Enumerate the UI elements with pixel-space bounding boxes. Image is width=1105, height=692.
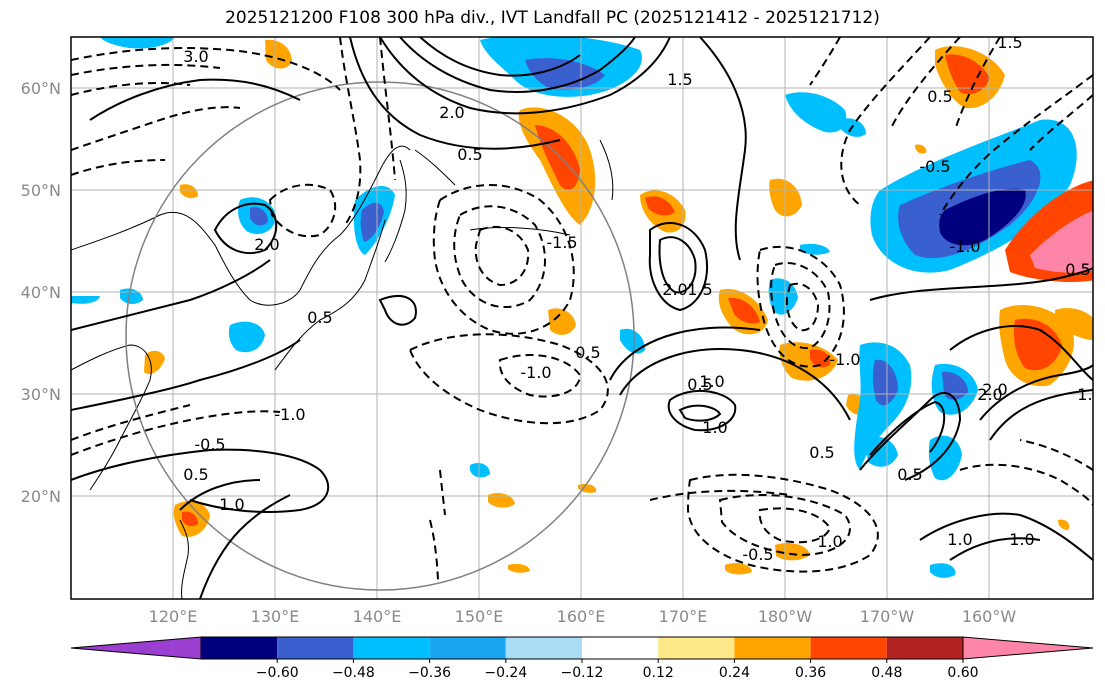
colorbar-swatch — [353, 637, 430, 659]
lon-tick: 130°E — [251, 607, 300, 626]
contour-label: 1.0 — [947, 530, 972, 549]
contour-label: 0.5 — [687, 375, 712, 394]
contour-label: 1.0 — [219, 495, 244, 514]
contour-label: 1.0 — [817, 532, 842, 551]
lon-tick: 170°E — [659, 607, 708, 626]
contour-label: 0.5 — [927, 87, 952, 106]
colorbar-label: 0.48 — [871, 665, 902, 681]
colorbar-label: −0.60 — [256, 665, 299, 681]
colorbar-label: −0.24 — [484, 665, 527, 681]
lon-tick: 170°W — [860, 607, 915, 626]
colorbar-label: −0.36 — [408, 665, 451, 681]
contour-label: 0.5 — [183, 465, 208, 484]
colorbar-label: 0.12 — [643, 665, 674, 681]
colorbar-swatch — [810, 637, 887, 659]
colorbar-extend-low — [70, 636, 202, 660]
contour-label: 1.5 — [667, 70, 692, 89]
contour-label: 1.0 — [699, 372, 724, 391]
positive-contours — [71, 37, 1093, 599]
contour-label: 2.0 — [254, 235, 279, 254]
contour-label: 2.0 — [977, 385, 1002, 404]
lon-tick: 140°E — [353, 607, 402, 626]
colorbar-swatch — [201, 637, 278, 659]
lat-tick: 30°N — [21, 385, 61, 404]
colorbar-swatch — [582, 637, 659, 659]
graticule — [71, 37, 1093, 599]
contour-label: 1.0 — [702, 418, 727, 437]
colorbar-label: −0.48 — [332, 665, 375, 681]
contour-label: 0.5 — [1065, 260, 1090, 279]
contour-label: 0.5 — [897, 465, 922, 484]
colorbar-extend-high — [962, 636, 1094, 660]
colorbar: −0.60 −0.48 −0.36 −0.24 −0.12 0.12 0.24 0.36 0.4… — [70, 636, 1094, 681]
contour-label: 2.0 — [662, 280, 687, 299]
contour-label: 0.5 — [307, 308, 332, 327]
lat-tick: 50°N — [21, 181, 61, 200]
map-background — [71, 37, 1093, 599]
contour-label: 1.5 — [1077, 385, 1102, 404]
lon-tick: 150°E — [455, 607, 504, 626]
negative-contours — [71, 37, 1093, 581]
contour-label: -1.0 — [520, 363, 551, 382]
colorbar-label: 0.36 — [795, 665, 826, 681]
ivt-shading-layer — [71, 37, 1093, 578]
colorbar-label: 0.60 — [947, 665, 978, 681]
contour-label: 0.5 — [575, 343, 600, 362]
map-frame — [70, 36, 1094, 600]
colorbar-swatch — [429, 637, 506, 659]
colorbar-swatch — [505, 637, 582, 659]
colorbar-label: 0.24 — [719, 665, 750, 681]
longitude-axis: 120°E 130°E 140°E 150°E 160°E 170°E 180°… — [149, 607, 1017, 626]
map-title: 2025121200 F108 300 hPa div., IVT Landfa… — [225, 8, 880, 28]
lat-tick: 20°N — [21, 487, 61, 506]
contour-label: 1.5 — [997, 33, 1022, 52]
range-circle — [125, 81, 635, 591]
lon-tick: 160°W — [962, 607, 1017, 626]
contour-label: -0.5 — [194, 435, 225, 454]
contour-label: -1.0 — [949, 237, 980, 256]
lon-tick: 180°W — [758, 607, 813, 626]
colorbar-label: −0.12 — [561, 665, 604, 681]
latitude-axis: 60°N 50°N 40°N 30°N 20°N — [21, 79, 61, 506]
contour-label: 3.0 — [183, 47, 208, 66]
colorbar-swatch — [277, 637, 354, 659]
contour-label: 1.5 — [687, 280, 712, 299]
colorbar-swatch — [734, 637, 811, 659]
contour-label: -1.5 — [546, 233, 577, 252]
colorbar-swatch — [658, 637, 735, 659]
lat-tick: 60°N — [21, 79, 61, 98]
lat-tick: 40°N — [21, 283, 61, 302]
contour-label: 1.0 — [1009, 530, 1034, 549]
contour-label: -0.5 — [919, 157, 950, 176]
contour-label: -1.0 — [274, 405, 305, 424]
lon-tick: 120°E — [149, 607, 198, 626]
contour-label: 0.5 — [457, 145, 482, 164]
colorbar-swatch — [886, 637, 963, 659]
contour-label: 2.0 — [982, 380, 1007, 399]
contour-label: 0.5 — [809, 443, 834, 462]
contour-label: 2.0 — [439, 103, 464, 122]
coastlines — [71, 139, 614, 599]
contour-label: -1.0 — [829, 350, 860, 369]
contour-labels: 3.02.00.51.52.00.51.0-1.5-1.00.5-1.00.5-… — [183, 33, 1102, 564]
contour-label: -0.5 — [742, 545, 773, 564]
lon-tick: 160°E — [557, 607, 606, 626]
